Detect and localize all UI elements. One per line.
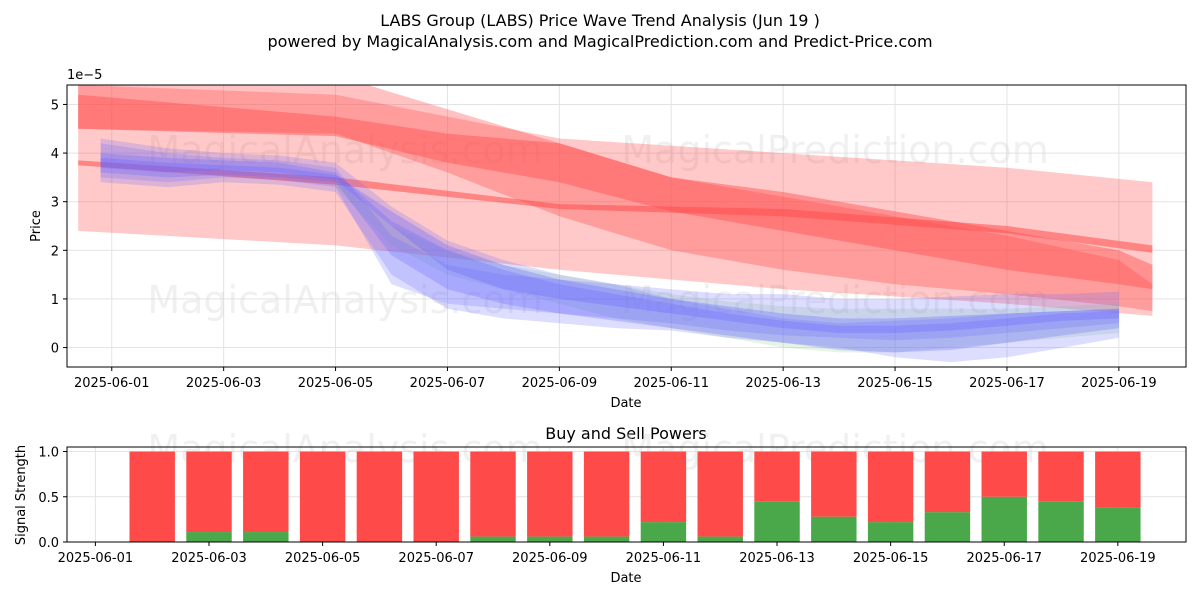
price-x-tick-label: 2025-06-03 (186, 376, 262, 391)
sell-bar (186, 451, 232, 533)
blue-wave-band (100, 138, 1119, 363)
buy-bar (867, 522, 914, 542)
sell-bar (413, 451, 459, 542)
price-x-tick-label: 2025-06-19 (1081, 376, 1157, 391)
price-y-tick-label: 3 (51, 196, 59, 211)
watermark-prediction-top: MagicalPrediction.com (621, 128, 1049, 172)
buy-bar (924, 512, 971, 542)
price-y-tick-label: 2 (51, 244, 59, 259)
price-x-tick-label: 2025-06-05 (298, 376, 374, 391)
chart-title: LABS Group (LABS) Price Wave Trend Analy… (380, 11, 820, 30)
red-trend-band (78, 85, 1153, 312)
power-x-tick-label: 2025-06-03 (171, 551, 247, 566)
red-trend-band (78, 94, 1153, 290)
price-x-tick-label: 2025-06-01 (74, 376, 150, 391)
price-x-tick-label: 2025-06-09 (522, 376, 598, 391)
sell-bar (527, 451, 573, 537)
price-plot-frame (66, 84, 1187, 368)
price-y-tick-label: 4 (51, 147, 59, 162)
power-x-axis-label: Date (610, 571, 641, 586)
sell-bar (1095, 451, 1141, 508)
sell-bar (583, 451, 630, 537)
price-x-axis-label: Date (610, 396, 641, 411)
buy-bar (640, 522, 687, 542)
buy-bar (1095, 507, 1141, 542)
buy-bar (754, 501, 800, 542)
red-trend-band (78, 85, 1153, 316)
power-x-tick-label: 2025-06-15 (853, 551, 929, 566)
power-y-tick-label: 0.5 (38, 491, 59, 506)
sell-bar (1038, 451, 1084, 502)
blue-wave-band (100, 157, 1119, 333)
buy-bar (981, 496, 1027, 542)
sell-bar (754, 451, 800, 502)
buy-bar (1038, 501, 1084, 542)
price-x-ticks: 2025-06-01 2025-06-03 2025-06-05 2025-06-07… (74, 367, 1157, 391)
power-x-tick-label: 2025-06-07 (398, 551, 474, 566)
buy-bar (583, 536, 630, 542)
buy-bar (697, 536, 743, 542)
price-x-tick-label: 2025-06-07 (410, 376, 486, 391)
watermark-analysis-mid: MagicalAnalysis.com (147, 278, 542, 322)
power-plot: Buy and Sell Powers MagicalAnalysis.com … (14, 424, 1187, 586)
price-bands-clipped (78, 85, 1153, 363)
price-x-tick-label: 2025-06-17 (969, 376, 1045, 391)
sell-bar (811, 451, 857, 517)
price-y-axis-label: Price (29, 210, 44, 242)
buy-bar (243, 532, 289, 542)
buy-bar (527, 536, 573, 542)
power-y-ticks: 0.0 0.5 1.0 (38, 446, 67, 551)
power-x-tick-label: 2025-06-01 (58, 551, 134, 566)
power-x-ticks: 2025-06-01 2025-06-03 2025-06-05 2025-06-07… (58, 542, 1156, 566)
price-x-tick-label: 2025-06-11 (633, 376, 709, 391)
buy-bar (811, 516, 857, 542)
price-y-tick-label: 1 (51, 293, 59, 308)
chart-subtitle: powered by MagicalAnalysis.com and Magic… (267, 32, 932, 51)
price-y-tick-label: 5 (51, 98, 59, 113)
power-x-tick-label: 2025-06-11 (626, 551, 702, 566)
power-y-tick-label: 0.0 (38, 536, 59, 551)
sell-bar (867, 451, 914, 523)
power-bars (129, 451, 1141, 542)
sell-bar (640, 451, 687, 523)
power-x-tick-label: 2025-06-13 (739, 551, 815, 566)
price-plot: MagicalAnalysis.com MagicalPrediction.co… (29, 68, 1187, 411)
price-bands (78, 85, 1153, 363)
power-x-tick-label: 2025-06-17 (966, 551, 1042, 566)
power-x-tick-label: 2025-06-09 (512, 551, 588, 566)
sell-bar (924, 451, 971, 513)
sell-bar (697, 451, 743, 537)
power-y-tick-label: 1.0 (38, 446, 59, 461)
blue-wave-band (100, 153, 1119, 353)
blue-wave-band (100, 143, 1119, 341)
power-y-axis-label: Signal Strength (14, 445, 29, 545)
sell-bar (356, 451, 403, 542)
sell-bar (299, 451, 346, 542)
sell-bar (470, 451, 516, 537)
power-x-tick-label: 2025-06-19 (1080, 551, 1156, 566)
price-x-tick-label: 2025-06-13 (745, 376, 821, 391)
red-trend-band (78, 160, 1153, 253)
power-title: Buy and Sell Powers (545, 424, 707, 443)
price-x-tick-label: 2025-06-15 (857, 376, 933, 391)
watermark-analysis-top: MagicalAnalysis.com (147, 128, 542, 172)
price-grid (67, 85, 1186, 367)
sell-bar (129, 451, 175, 542)
sell-bar (243, 451, 289, 533)
sell-bar (981, 451, 1027, 497)
price-y-tick-label: 0 (51, 342, 59, 357)
power-x-tick-label: 2025-06-05 (285, 551, 361, 566)
buy-bar (186, 532, 232, 542)
green-wave-band (335, 177, 1119, 353)
power-plot-frame (66, 446, 1187, 543)
watermark-prediction-mid: MagicalPrediction.com (621, 278, 1049, 322)
price-y-scale-label: 1e−5 (67, 68, 102, 83)
price-y-ticks: 0 1 2 3 4 5 (51, 98, 67, 357)
buy-bar (470, 536, 516, 542)
